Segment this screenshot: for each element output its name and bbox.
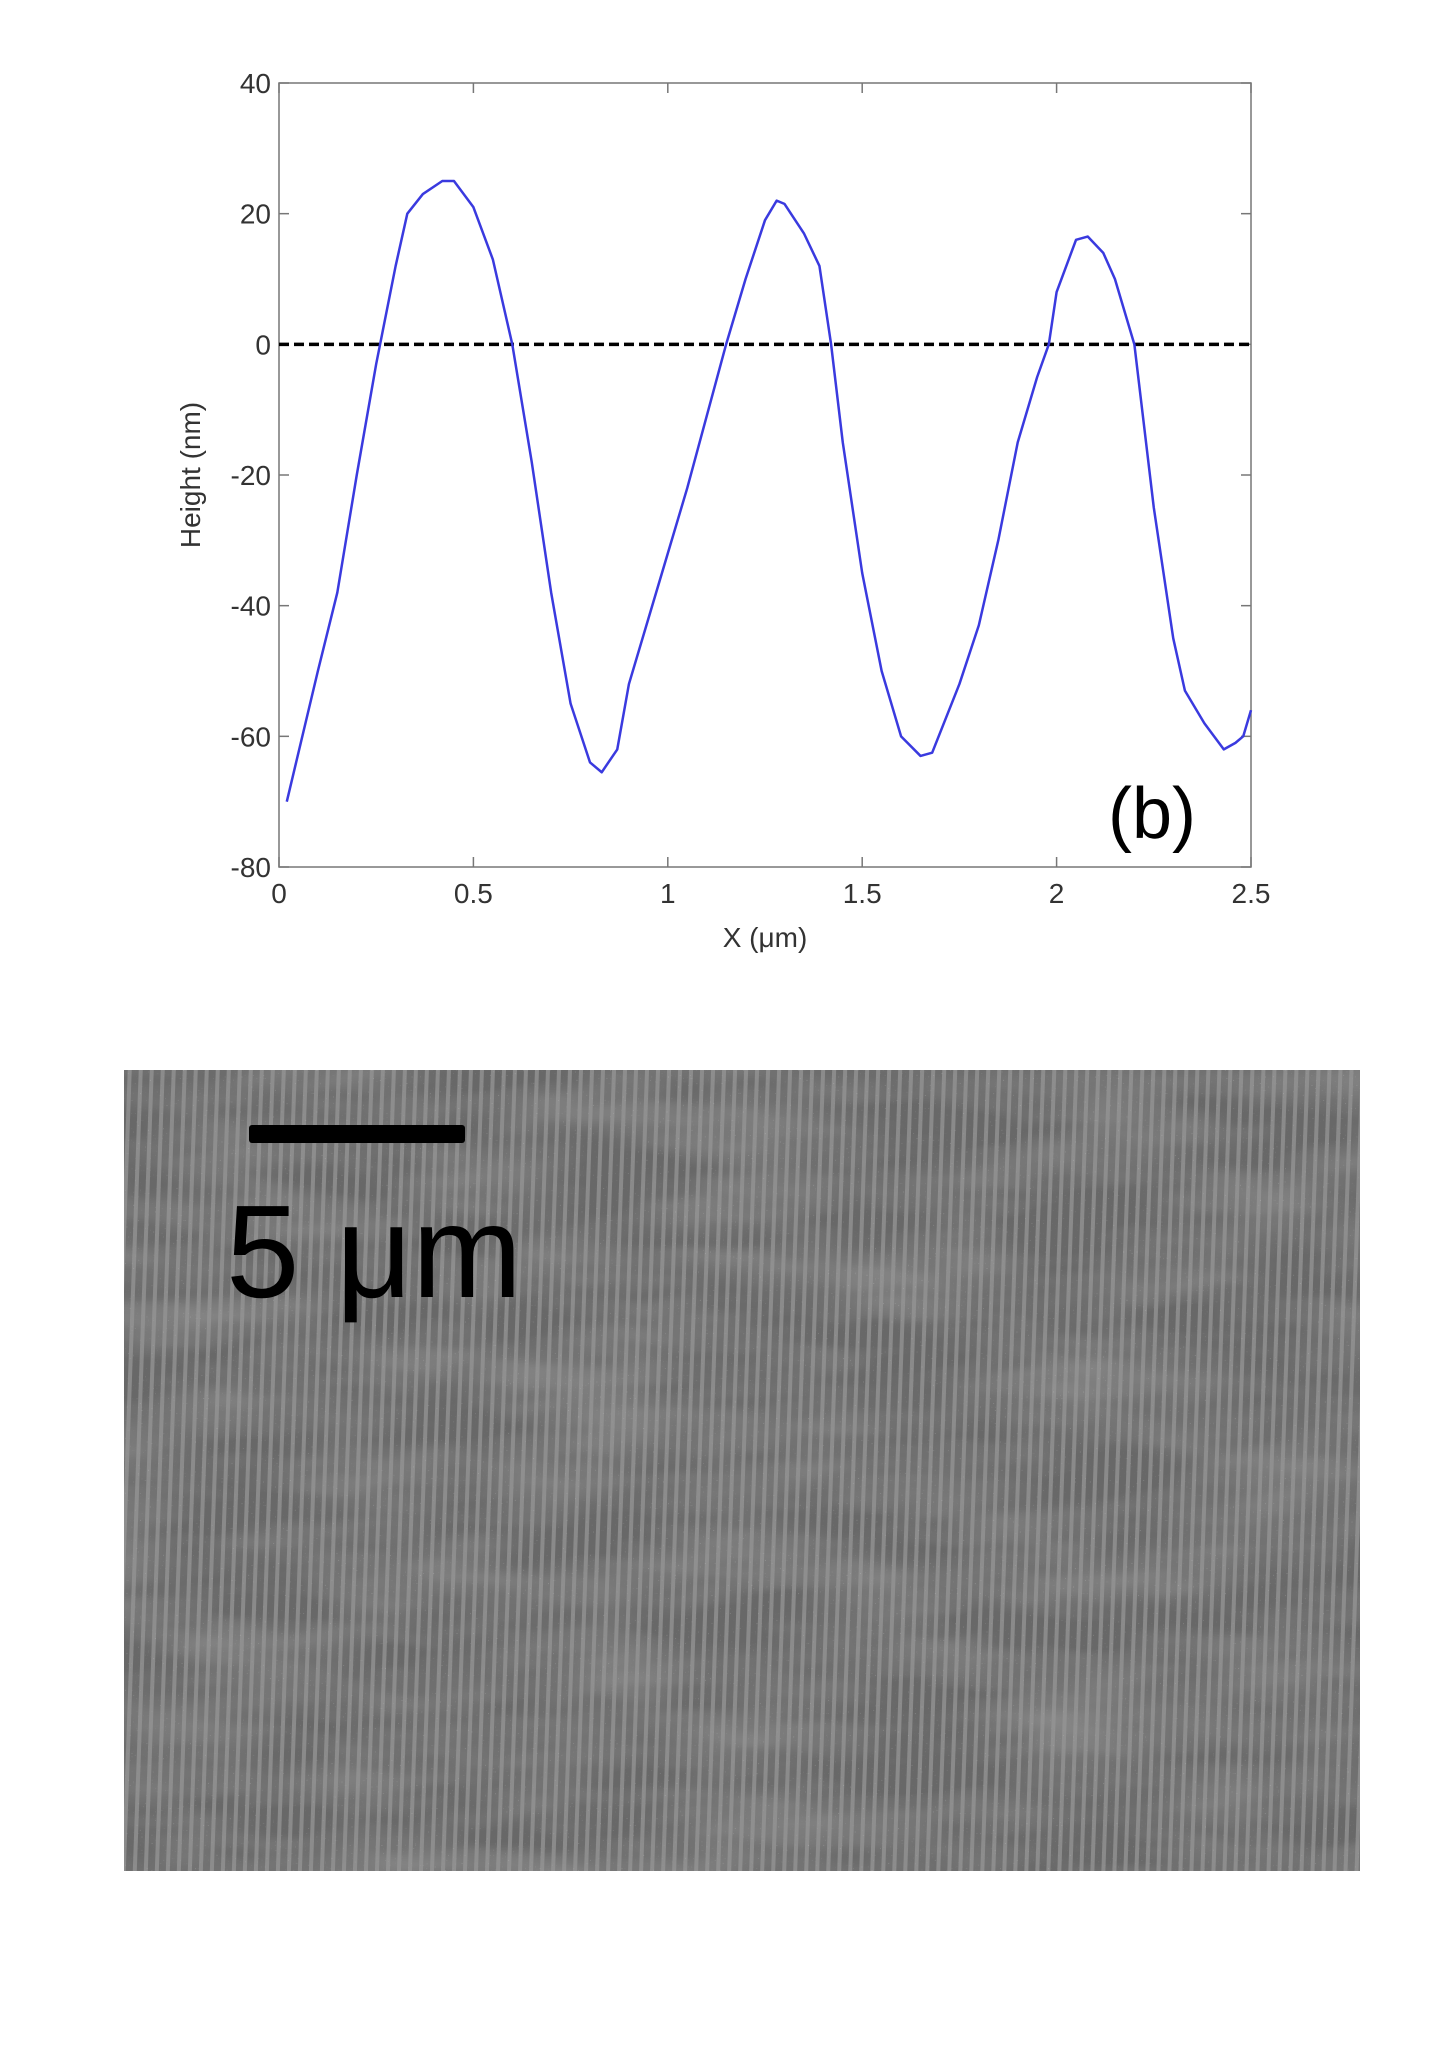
panel-annotation: (b) [1108,774,1196,854]
y-tick-label: 20 [240,199,271,230]
x-tick-label: 1.5 [843,878,882,909]
y-tick-label: -60 [231,721,271,752]
x-tick-label: 0 [271,878,287,909]
y-tick-label: 40 [240,68,271,99]
x-tick-label: 2 [1049,878,1065,909]
y-axis-label: Height (nm) [175,402,206,548]
scale-bar [249,1125,465,1143]
x-tick-label: 2.5 [1232,878,1271,909]
scale-bar-label: 5 μm [226,1178,522,1325]
y-tick-label: -80 [231,852,271,883]
x-axis-label: X (μm) [723,922,808,953]
x-tick-label: 0.5 [454,878,493,909]
y-tick-label: 0 [255,329,271,360]
sem-speckle [124,1070,1360,1871]
y-tick-label: -40 [231,591,271,622]
sem-image: 5 μm [124,1070,1360,1871]
x-tick-label: 1 [660,878,676,909]
plot-frame [278,82,1252,868]
y-tick-label: -20 [231,460,271,491]
data-line [285,179,1253,802]
